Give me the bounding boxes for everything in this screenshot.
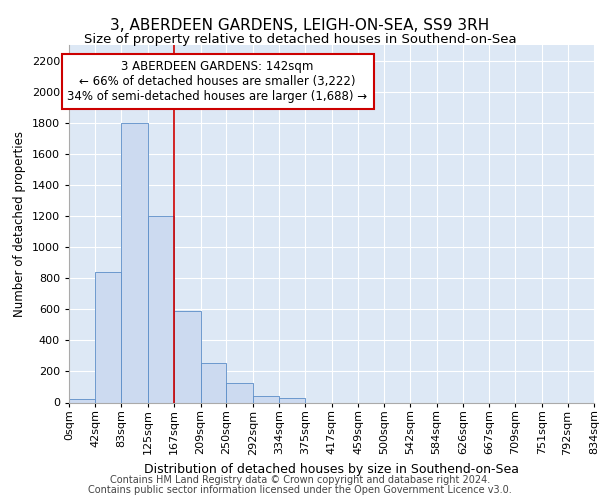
Bar <box>200 363 226 403</box>
Bar <box>121 122 148 402</box>
Bar <box>174 311 200 402</box>
Bar <box>69 398 95 402</box>
Bar <box>95 272 121 402</box>
Text: Contains public sector information licensed under the Open Government Licence v3: Contains public sector information licen… <box>88 485 512 495</box>
Bar <box>279 398 305 402</box>
Bar <box>253 396 279 402</box>
Text: Size of property relative to detached houses in Southend-on-Sea: Size of property relative to detached ho… <box>83 32 517 46</box>
Bar <box>226 383 253 402</box>
Text: Contains HM Land Registry data © Crown copyright and database right 2024.: Contains HM Land Registry data © Crown c… <box>110 475 490 485</box>
Bar <box>148 216 174 402</box>
Y-axis label: Number of detached properties: Number of detached properties <box>13 130 26 317</box>
Text: 3 ABERDEEN GARDENS: 142sqm
← 66% of detached houses are smaller (3,222)
34% of s: 3 ABERDEEN GARDENS: 142sqm ← 66% of deta… <box>67 60 368 103</box>
Text: 3, ABERDEEN GARDENS, LEIGH-ON-SEA, SS9 3RH: 3, ABERDEEN GARDENS, LEIGH-ON-SEA, SS9 3… <box>110 18 490 32</box>
X-axis label: Distribution of detached houses by size in Southend-on-Sea: Distribution of detached houses by size … <box>144 463 519 476</box>
